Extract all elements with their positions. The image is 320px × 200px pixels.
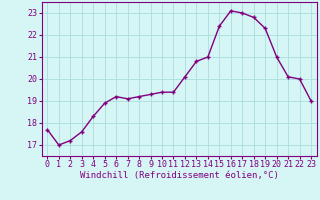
X-axis label: Windchill (Refroidissement éolien,°C): Windchill (Refroidissement éolien,°C) [80,171,279,180]
